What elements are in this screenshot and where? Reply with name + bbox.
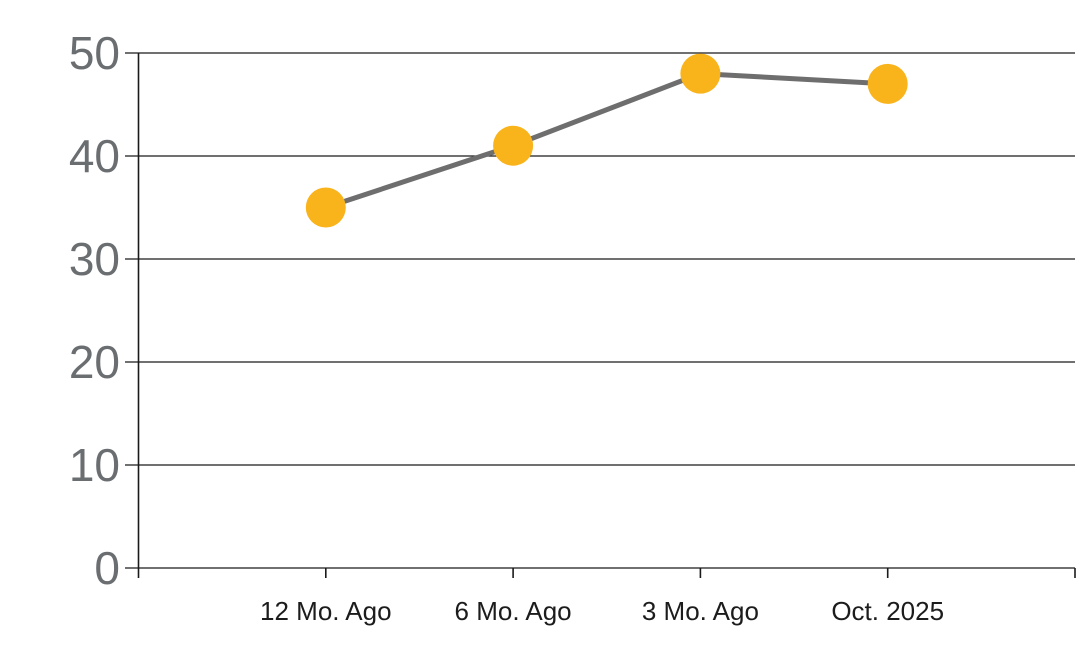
data-point-marker bbox=[493, 125, 534, 166]
y-tick-label: 20 bbox=[69, 336, 120, 388]
series-line bbox=[323, 71, 891, 210]
data-point-marker bbox=[867, 63, 908, 104]
data-point-marker bbox=[305, 187, 346, 228]
y-tick-label: 0 bbox=[94, 542, 120, 594]
x-tick-label: 3 Mo. Ago bbox=[642, 596, 759, 626]
x-tick-label: Oct. 2025 bbox=[831, 596, 944, 626]
data-point-marker bbox=[680, 53, 721, 94]
x-tick-label: 6 Mo. Ago bbox=[455, 596, 572, 626]
y-tick-label: 30 bbox=[69, 233, 120, 285]
y-tick-label: 40 bbox=[69, 130, 120, 182]
y-tick-label: 50 bbox=[69, 27, 120, 79]
x-tick-label: 12 Mo. Ago bbox=[260, 596, 392, 626]
y-tick-label: 10 bbox=[69, 439, 120, 491]
